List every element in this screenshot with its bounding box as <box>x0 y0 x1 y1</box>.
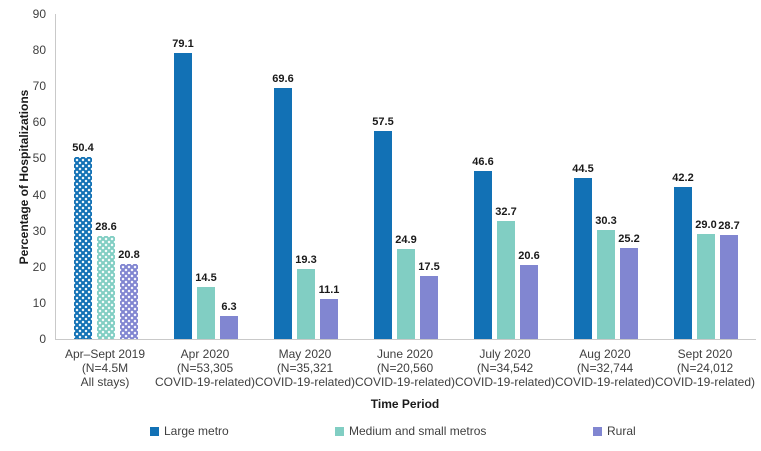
legend-item-medium-and-small-metros: Medium and small metros <box>335 424 486 438</box>
bar-large-metro: 50.4 <box>72 142 94 339</box>
legend-swatch <box>593 427 602 436</box>
bar-rural: 20.6 <box>518 250 540 339</box>
bar-value-label: 79.1 <box>172 38 194 51</box>
bar-group: 57.5 24.9 17.5 <box>356 14 456 339</box>
bar-group: 42.2 29.0 28.7 <box>656 14 756 339</box>
legend-item-rural: Rural <box>593 424 636 438</box>
x-tick-label: Aug 2020 (N=32,744 COVID-19-related) <box>554 347 656 389</box>
bar-value-label: 29.0 <box>695 219 717 232</box>
x-tick-label: Apr 2020 (N=53,305 COVID-19-related) <box>154 347 256 389</box>
x-tick-label: July 2020 (N=34,542 COVID-19-related) <box>454 347 556 389</box>
bar-value-label: 28.7 <box>718 220 740 233</box>
bar-value-label: 44.5 <box>572 163 594 176</box>
bar-rural: 20.8 <box>118 249 140 339</box>
bar-value-label: 28.6 <box>95 220 117 233</box>
x-tick-label: Apr–Sept 2019 (N=4.5M All stays) <box>64 347 146 389</box>
bar-group: 79.1 14.5 6.3 <box>156 14 256 339</box>
legend-item-large-metro: Large metro <box>150 424 229 438</box>
legend-label: Large metro <box>164 424 229 438</box>
bar-rural: 28.7 <box>718 220 740 339</box>
y-tick-label: 40 <box>32 187 46 202</box>
bar-medium-and-small-metros: 32.7 <box>495 206 517 339</box>
x-axis-tick-labels: Apr–Sept 2019 (N=4.5M All stays) Apr 2020 (N… <box>0 347 761 393</box>
bar-medium-and-small-metros: 30.3 <box>595 215 617 339</box>
bar-value-label: 25.2 <box>618 233 640 245</box>
bar-rural: 11.1 <box>319 284 339 339</box>
bar-large-metro: 79.1 <box>172 38 194 339</box>
bar-medium-and-small-metros: 28.6 <box>95 221 117 339</box>
y-tick-label: 30 <box>32 223 46 238</box>
bar-value-label: 32.7 <box>495 205 517 218</box>
bar-value-label: 20.6 <box>518 249 540 262</box>
bar-value-label: 30.3 <box>595 214 617 227</box>
bar-value-label: 14.5 <box>195 271 217 284</box>
x-tick-label: May 2020 (N=35,321 COVID-19-related) <box>254 347 356 389</box>
legend-swatch <box>335 427 344 436</box>
bar-large-metro: 42.2 <box>672 172 694 339</box>
legend-label: Rural <box>607 424 636 438</box>
bar-value-label: 6.3 <box>221 301 237 314</box>
bar-rural: 6.3 <box>220 301 238 339</box>
bar-value-label: 50.4 <box>72 142 94 154</box>
bar-large-metro: 69.6 <box>272 73 294 339</box>
bar-medium-and-small-metros: 24.9 <box>395 234 417 339</box>
x-axis-title: Time Period <box>370 397 440 411</box>
y-tick-label: 70 <box>32 79 46 94</box>
bar-value-label: 69.6 <box>272 72 294 85</box>
y-tick-label: 50 <box>32 151 46 166</box>
bar-large-metro: 46.6 <box>472 156 494 339</box>
bar-rural: 25.2 <box>618 233 640 339</box>
plot-area: 50.4 28.6 20.8 79.1 14.5 6.3 69.6 19.3 11.1 57.5 2… <box>55 14 756 340</box>
bar-medium-and-small-metros: 14.5 <box>195 272 217 339</box>
legend-label: Medium and small metros <box>349 424 487 438</box>
y-tick-label: 0 <box>39 332 46 346</box>
bar-value-label: 57.5 <box>372 116 394 129</box>
bar-medium-and-small-metros: 19.3 <box>295 254 317 339</box>
bar-value-label: 17.5 <box>418 260 440 273</box>
bar-group: 50.4 28.6 20.8 <box>56 14 156 339</box>
x-tick-label: Sept 2020 (N=24,012 COVID-19-related) <box>654 347 756 389</box>
bar-large-metro: 57.5 <box>372 116 394 339</box>
x-tick-label: June 2020 (N=20,560 COVID-19-related) <box>354 347 456 389</box>
bar-value-label: 19.3 <box>295 254 317 267</box>
bar-rural: 17.5 <box>418 261 440 339</box>
bar-value-label: 24.9 <box>395 234 417 247</box>
bar-group: 44.5 30.3 25.2 <box>556 14 656 339</box>
bar-large-metro: 44.5 <box>572 163 594 339</box>
bar-value-label: 46.6 <box>472 155 494 168</box>
y-tick-label: 90 <box>32 7 46 21</box>
legend-swatch <box>150 427 159 436</box>
y-tick-label: 20 <box>32 259 46 274</box>
y-tick-label: 10 <box>32 295 46 310</box>
bar-value-label: 20.8 <box>118 248 140 261</box>
bar-medium-and-small-metros: 29.0 <box>695 219 717 339</box>
bar-group: 69.6 19.3 11.1 <box>256 14 356 339</box>
y-axis-tick-labels: 0 10 20 30 40 50 60 70 80 90 <box>0 0 46 451</box>
legend: Large metro Medium and small metros Rural <box>0 424 761 444</box>
y-tick-label: 80 <box>32 43 46 58</box>
bar-value-label: 42.2 <box>672 171 694 184</box>
y-tick-label: 60 <box>32 115 46 130</box>
bar-value-label: 11.1 <box>318 283 340 296</box>
bar-group: 46.6 32.7 20.6 <box>456 14 556 339</box>
